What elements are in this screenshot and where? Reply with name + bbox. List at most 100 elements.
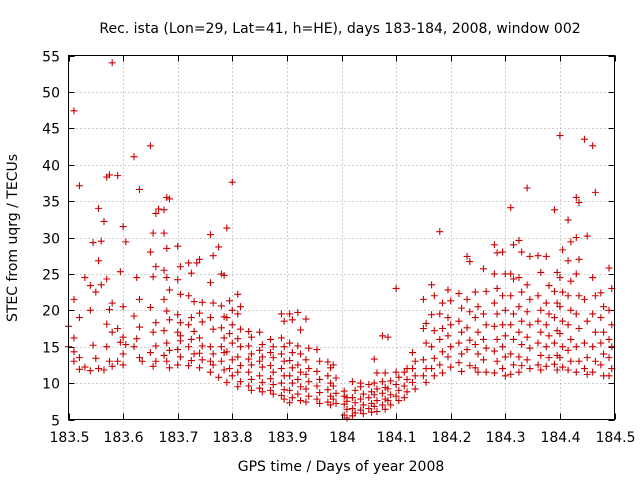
data-point (190, 327, 198, 335)
data-point (482, 287, 490, 295)
data-point (597, 314, 605, 322)
data-point (351, 386, 359, 394)
data-point (228, 321, 236, 329)
data-point (277, 391, 285, 399)
data-point (545, 282, 553, 290)
y-tick-label: 15 (42, 341, 60, 357)
data-point (499, 365, 507, 373)
data-point (507, 270, 515, 278)
data-point (526, 295, 534, 303)
data-point (174, 361, 182, 369)
data-point (463, 346, 471, 354)
data-point (591, 292, 599, 300)
data-point (193, 259, 201, 267)
data-point (458, 304, 466, 312)
data-point (234, 335, 242, 343)
data-point (217, 302, 225, 310)
y-axis-label: STEC from uqrg / TECUs (5, 154, 21, 322)
data-point (501, 372, 509, 380)
data-point (130, 312, 138, 320)
data-point (357, 379, 365, 387)
data-point (135, 295, 143, 303)
data-point (351, 399, 359, 407)
grid (68, 55, 615, 420)
data-point (507, 292, 515, 300)
data-point (329, 361, 337, 369)
data-point (395, 373, 403, 381)
data-point (523, 184, 531, 192)
data-point (499, 292, 507, 300)
data-point (228, 372, 236, 380)
data-point (600, 350, 608, 358)
data-point (455, 339, 463, 347)
data-point (135, 354, 143, 362)
data-point (267, 386, 275, 394)
data-point (196, 349, 204, 357)
data-point (559, 246, 567, 254)
data-point (523, 356, 531, 364)
data-point (324, 372, 332, 380)
data-point (286, 399, 294, 407)
data-point (463, 324, 471, 332)
data-point (163, 307, 171, 315)
data-point (220, 271, 228, 279)
x-tick-label: 184 (329, 430, 356, 446)
data-point (537, 366, 545, 374)
data-point (174, 242, 182, 250)
data-point (509, 335, 517, 343)
data-point (114, 325, 122, 332)
data-point (277, 379, 285, 387)
data-point (507, 350, 515, 358)
data-point (294, 308, 302, 316)
data-point (116, 268, 124, 276)
data-point (408, 378, 416, 386)
data-point (556, 132, 564, 140)
data-point (553, 299, 561, 307)
data-point (258, 363, 266, 371)
data-point (411, 372, 419, 380)
x-axis-label: GPS time / Days of year 2008 (238, 459, 445, 475)
data-point (324, 386, 332, 394)
data-point (490, 322, 498, 330)
data-point (70, 107, 78, 115)
data-point (152, 357, 160, 365)
data-point (135, 323, 143, 331)
data-point (575, 357, 583, 365)
data-point (348, 378, 356, 386)
data-point (534, 361, 542, 369)
data-point (550, 206, 558, 214)
data-point (95, 257, 103, 265)
data-point (572, 343, 580, 351)
data-point (160, 295, 168, 303)
data-point (597, 289, 605, 297)
data-point (567, 277, 575, 285)
data-point (100, 366, 108, 374)
data-point (302, 385, 310, 393)
data-point (228, 306, 236, 314)
data-point (378, 401, 386, 409)
data-point (381, 405, 389, 413)
data-point (373, 385, 381, 393)
data-point (370, 379, 378, 387)
data-point (209, 361, 217, 369)
data-point (92, 354, 100, 362)
data-point (474, 328, 482, 336)
data-point (114, 172, 122, 180)
data-point (105, 357, 113, 365)
data-point (228, 178, 236, 186)
data-point (518, 317, 526, 325)
data-point (133, 274, 141, 282)
data-point (419, 325, 427, 332)
data-point (152, 263, 160, 271)
data-point (206, 368, 214, 376)
data-point (444, 353, 452, 361)
data-point (411, 385, 419, 393)
y-tick-label: 55 (42, 50, 60, 66)
data-point (187, 269, 195, 277)
data-point (482, 321, 490, 329)
data-point (103, 275, 111, 283)
data-point (556, 303, 564, 311)
data-point (559, 363, 567, 371)
data-point (509, 361, 517, 369)
data-point (605, 306, 613, 314)
